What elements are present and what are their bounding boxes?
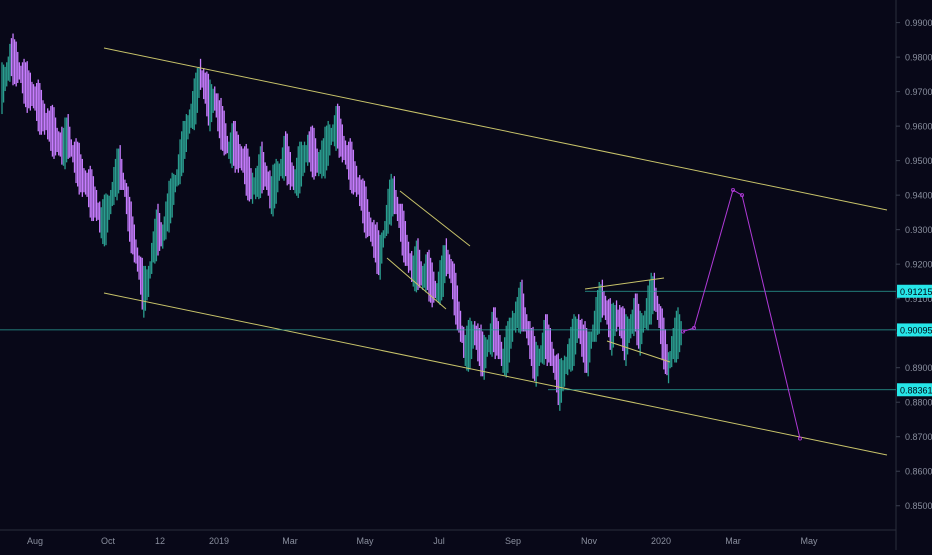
price-series [1, 33, 682, 411]
time-axis[interactable]: Aug Oct 12 2019 Mar May Jul Sep Nov 2020 Mar May [27, 536, 818, 546]
horizontal-levels[interactable] [0, 290, 896, 391]
x-tick-label: Mar [282, 536, 298, 546]
price-label-box [897, 383, 932, 397]
y-tick-label: 0.85000 [905, 501, 932, 511]
x-tick-label: Aug [27, 536, 43, 546]
wedge-lower-line-jul[interactable] [386, 257, 447, 310]
price-label-box [897, 323, 932, 337]
x-tick-label: 2020 [651, 536, 671, 546]
projection-node[interactable] [731, 187, 736, 192]
x-tick-label: May [356, 536, 374, 546]
x-tick-label: Sep [505, 536, 521, 546]
x-tick-label: 12 [155, 536, 165, 546]
x-tick-label: Jul [433, 536, 445, 546]
x-tick-label: 2019 [209, 536, 229, 546]
wedge-upper-line-jul[interactable] [399, 190, 471, 247]
chart-drawings [0, 47, 896, 456]
upper-channel-trendline[interactable] [103, 47, 888, 211]
price-label-text: 0.90095 [900, 325, 932, 335]
projection-node[interactable] [798, 436, 803, 441]
price-label-text: 0.88361 [900, 385, 932, 395]
price-label-text: 0.91215 [900, 287, 932, 297]
x-tick-label: Nov [581, 536, 598, 546]
wedge-upper-line-nov[interactable] [584, 277, 665, 290]
x-tick-label: Mar [725, 536, 741, 546]
x-tick-label: May [800, 536, 818, 546]
projection-path[interactable] [682, 189, 801, 439]
x-tick-label: Oct [101, 536, 116, 546]
lower-channel-trendline[interactable] [103, 292, 888, 456]
projection-node[interactable] [740, 193, 745, 198]
projection-node[interactable] [681, 329, 686, 334]
projection-node[interactable] [692, 326, 697, 331]
price-label-box [897, 284, 932, 298]
price-level-labels: 0.91215 0.90095 0.88361 [897, 284, 932, 397]
wedge-lower-line-nov[interactable] [606, 340, 671, 363]
